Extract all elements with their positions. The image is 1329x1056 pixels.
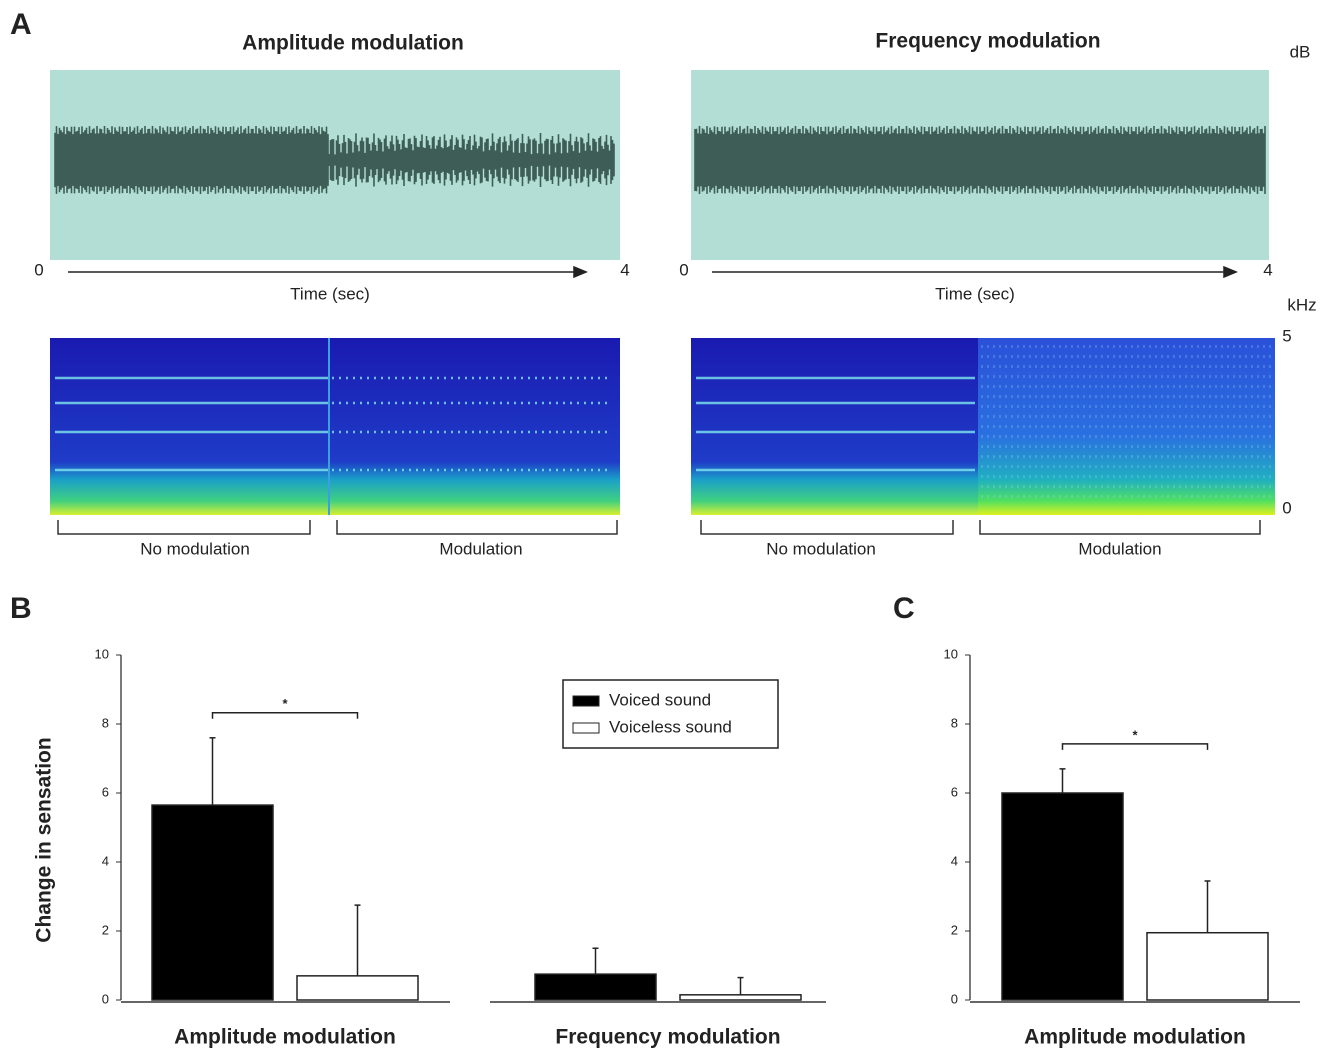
brackets <box>57 520 1261 535</box>
panel-label: A <box>10 8 32 41</box>
waveform <box>54 126 1266 194</box>
y-axis-label: Change in sensation <box>33 737 56 942</box>
segment-label: No modulation <box>140 539 250 558</box>
y-tick-label: 0 <box>951 991 958 1006</box>
bar <box>296 975 419 1001</box>
y-tick-label: 0 <box>102 991 109 1006</box>
time-arrows <box>68 265 1238 279</box>
y-tick-label: 2 <box>951 922 958 937</box>
bar <box>151 804 274 1001</box>
spectrogram <box>50 338 620 515</box>
axis-label: Time (sec) <box>935 284 1015 303</box>
waveforms <box>54 126 1266 194</box>
panel-title: Frequency modulation <box>875 30 1100 53</box>
panel-title: Amplitude modulation <box>242 32 464 55</box>
freq-tick: 5 <box>1282 326 1291 345</box>
segment-label: Modulation <box>439 539 522 558</box>
time-start: 0 <box>679 260 688 279</box>
bar <box>534 973 657 1001</box>
legend-swatch <box>572 695 600 707</box>
x-tick-label: Amplitude modulation <box>1024 1026 1246 1049</box>
unit-label: kHz <box>1287 295 1316 314</box>
axis-label: Time (sec) <box>290 284 370 303</box>
x-tick-label: Amplitude modulation <box>174 1026 396 1049</box>
y-tick-label: 6 <box>951 784 958 799</box>
segment-label: Modulation <box>1078 539 1161 558</box>
x-tick-label: Frequency modulation <box>555 1026 780 1049</box>
legend-label: Voiced sound <box>609 690 711 709</box>
panel-label: B <box>10 592 32 625</box>
significance-label: * <box>282 696 288 711</box>
significance-bracket <box>1061 743 1209 750</box>
bar <box>1001 792 1124 1001</box>
time-end: 4 <box>1263 260 1272 279</box>
significance-bracket <box>211 712 359 719</box>
freq-tick: 0 <box>1282 498 1291 517</box>
time-end: 4 <box>620 260 629 279</box>
y-tick-label: 6 <box>102 784 109 799</box>
y-tick-label: 10 <box>95 646 109 661</box>
significance-label: * <box>1132 727 1138 742</box>
panel-label: C <box>893 592 915 625</box>
spectrogram-detail <box>55 338 1271 515</box>
bar <box>1146 931 1269 1001</box>
unit-label: dB <box>1290 42 1311 61</box>
y-tick-label: 4 <box>951 853 958 868</box>
legend-label: Voiceless sound <box>609 717 732 736</box>
y-tick-label: 8 <box>102 715 109 730</box>
time-start: 0 <box>34 260 43 279</box>
legend-box <box>562 679 779 749</box>
legend-swatch <box>572 722 600 734</box>
y-tick-label: 8 <box>951 715 958 730</box>
segment-label: No modulation <box>766 539 876 558</box>
y-tick-label: 2 <box>102 922 109 937</box>
y-tick-label: 4 <box>102 853 109 868</box>
y-tick-label: 10 <box>944 646 958 661</box>
spectrogram <box>691 338 978 515</box>
bar <box>679 994 802 1001</box>
